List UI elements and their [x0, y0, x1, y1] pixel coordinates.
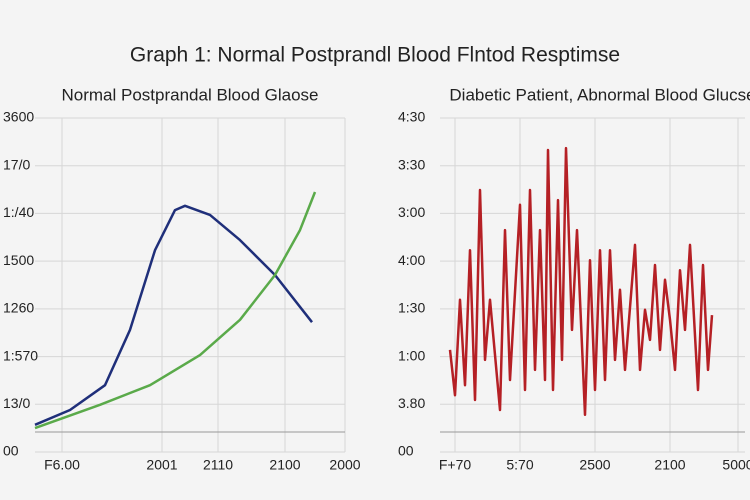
x-tick-label: 2100 [269, 457, 300, 473]
y-tick-label: 00 [3, 443, 19, 459]
chart-subtitle: Normal Postprandal Blood Glaose [61, 85, 318, 104]
x-tick-label: 5:70 [506, 457, 533, 473]
y-tick-label: 1:30 [398, 300, 425, 316]
y-tick-label: 1260 [3, 300, 34, 316]
chart-subtitle: Diabetic Patient, Abnormal Blood Glucse [449, 85, 750, 104]
chart-title: Graph 1: Normal Postprandl Blood Flntod … [130, 44, 620, 67]
x-tick-label: 2001 [146, 457, 177, 473]
y-tick-label: 1:570 [3, 347, 38, 363]
y-tick-label: 3.80 [398, 395, 425, 411]
x-tick-label: 5000 [722, 457, 750, 473]
y-tick-label: 17/0 [3, 156, 30, 172]
line [34, 191, 317, 430]
x-tick-label: 2100 [654, 457, 685, 473]
x-tick-label: 2110 [203, 457, 233, 473]
x-tick-label: 2500 [579, 457, 610, 473]
x-tick-label: 2000 [329, 457, 360, 473]
y-tick-label: 3600 [3, 109, 34, 125]
x-tick-label: F+70 [439, 457, 472, 473]
y-tick-label: 1:/40 [3, 204, 34, 220]
y-tick-label: 4:00 [398, 252, 425, 268]
y-tick-label: 3:00 [398, 204, 425, 220]
y-tick-label: 4:30 [398, 109, 425, 125]
line [34, 204, 313, 426]
y-tick-label: 1:00 [398, 347, 425, 363]
y-tick-label: 00 [398, 443, 414, 459]
line [448, 146, 714, 417]
y-tick-label: 1500 [3, 252, 34, 268]
y-tick-label: 13/0 [3, 395, 30, 411]
x-tick-label: F6.00 [44, 457, 80, 473]
y-tick-label: 3:30 [398, 156, 425, 172]
